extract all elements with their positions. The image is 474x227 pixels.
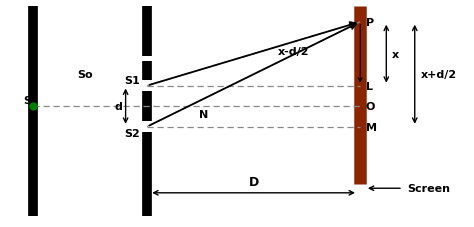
- Text: L: L: [366, 81, 373, 91]
- Text: P: P: [366, 18, 374, 28]
- Text: Screen: Screen: [408, 183, 451, 193]
- Text: N: N: [199, 110, 208, 120]
- Text: S: S: [23, 96, 31, 106]
- Text: So: So: [78, 70, 93, 80]
- Text: x: x: [392, 49, 399, 59]
- Text: S1: S1: [124, 75, 140, 85]
- Text: S2: S2: [124, 128, 140, 138]
- Text: x+d/2: x+d/2: [420, 70, 456, 80]
- Text: D: D: [248, 175, 259, 188]
- Text: O: O: [366, 102, 375, 112]
- Text: M: M: [366, 122, 377, 132]
- Text: x-d/2: x-d/2: [278, 47, 310, 57]
- Text: d: d: [115, 102, 122, 112]
